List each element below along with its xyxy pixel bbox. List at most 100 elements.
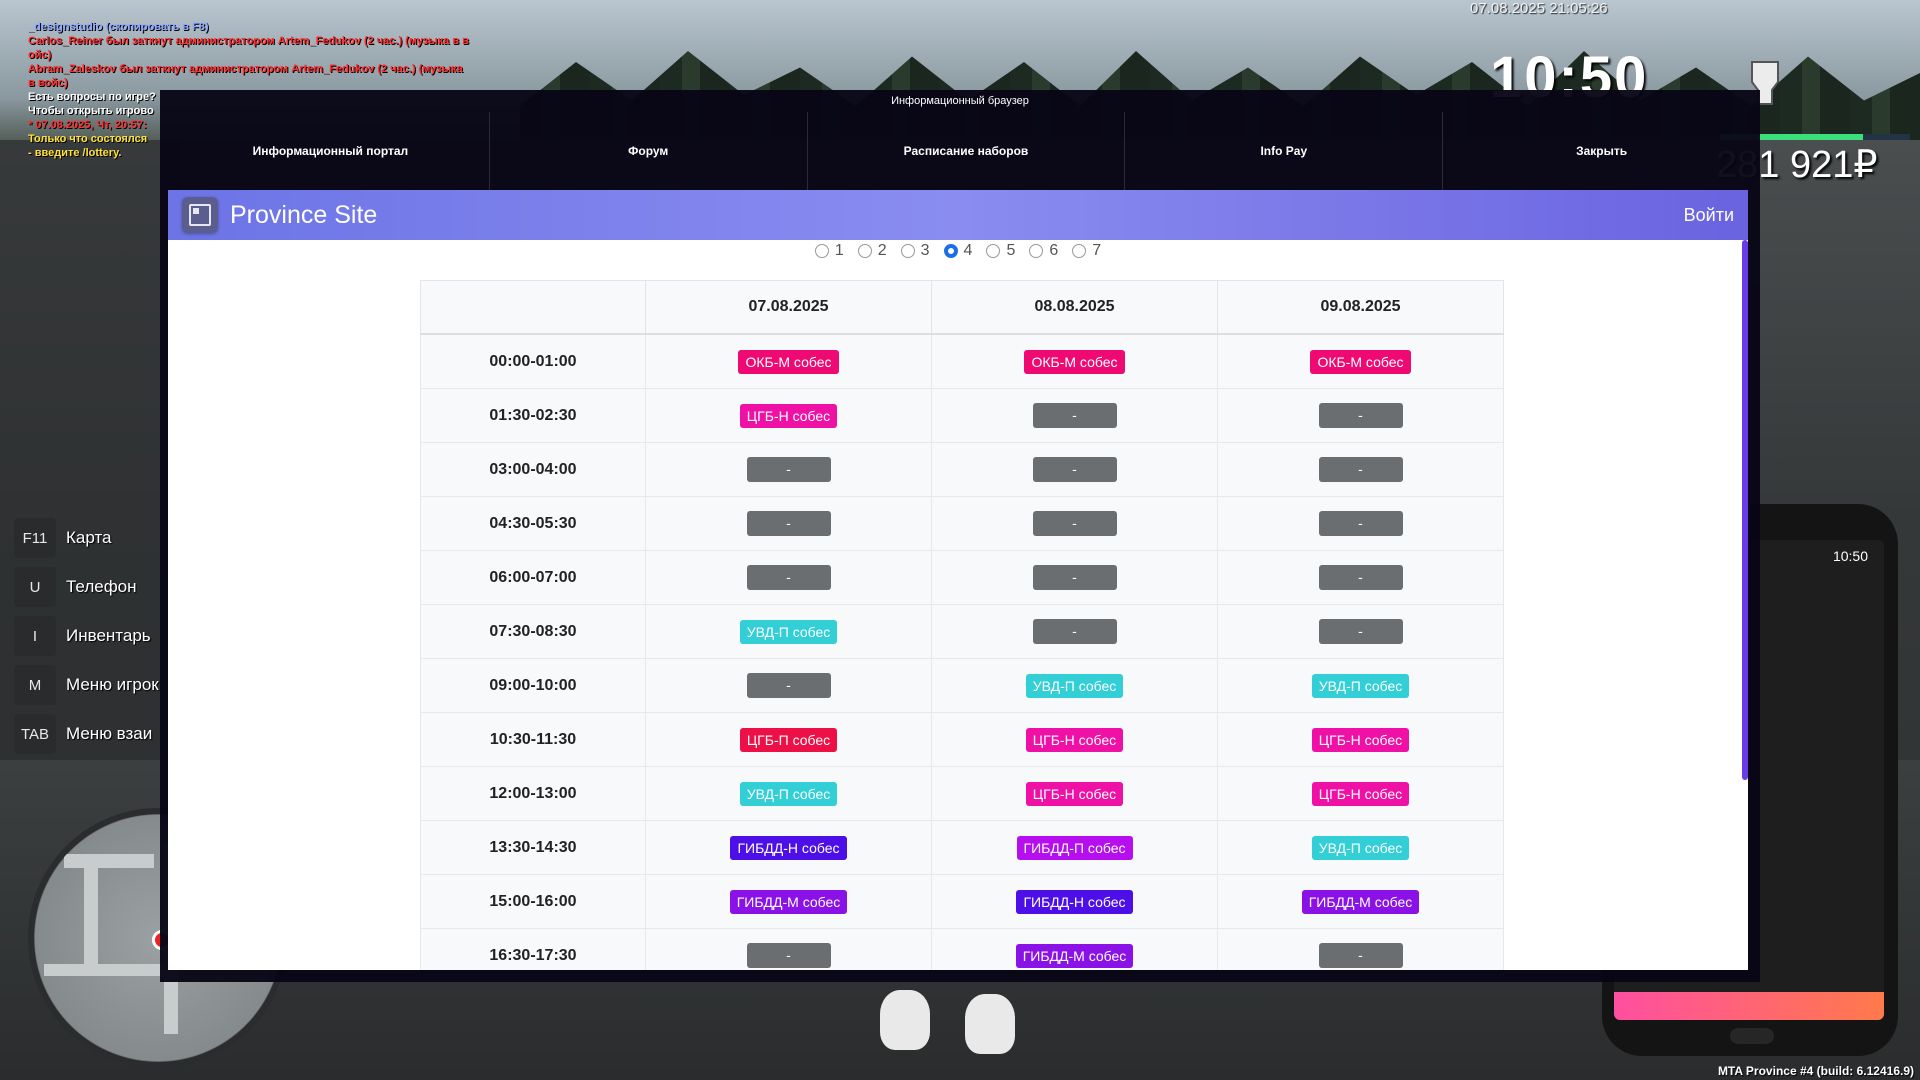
interview-badge[interactable]: ЦГБ-Н собес — [1311, 781, 1410, 806]
empty-slot-badge[interactable]: - — [746, 511, 831, 536]
page-radio-4[interactable]: 4 — [943, 242, 973, 260]
hotkey-label: Меню игрок — [66, 675, 159, 694]
empty-slot-badge[interactable]: - — [1032, 619, 1117, 644]
empty-slot-badge[interactable]: - — [1318, 511, 1403, 536]
interview-badge[interactable]: ЦГБ-П собес — [739, 727, 838, 752]
interview-badge[interactable]: ГИБДД-М собес — [1015, 943, 1134, 968]
chat-line: _designstudio (скопировать в F8) — [28, 21, 209, 33]
interview-badge[interactable]: ЦГБ-Н собес — [1025, 727, 1124, 752]
hotkey-hint: M Меню игрок — [14, 665, 159, 705]
page-radio-2[interactable]: 2 — [857, 242, 887, 260]
radio-button[interactable] — [986, 244, 1001, 258]
page-radio-7[interactable]: 7 — [1072, 242, 1101, 260]
interview-badge[interactable]: УВД-П собес — [739, 619, 838, 644]
interview-badge[interactable]: ГИБДД-М собес — [729, 889, 848, 914]
empty-slot-badge[interactable]: - — [746, 457, 831, 482]
radio-button[interactable] — [814, 244, 829, 258]
interview-badge[interactable]: УВД-П собес — [1025, 673, 1124, 698]
table-row: 00:00-01:00 ОКБ-М собес ОКБ-М собес ОКБ-М с… — [420, 333, 1504, 389]
site-logo-icon[interactable] — [182, 197, 218, 233]
table-row: 15:00-16:00 ГИБДД-М собес ГИБДД-Н собес ГИБ… — [420, 874, 1504, 929]
table-row: 04:30-05:30 - - - — [420, 496, 1504, 551]
time-slot: 07:30-08:30 — [420, 604, 646, 659]
schedule-cell: - — [1217, 550, 1504, 605]
empty-slot-badge[interactable]: - — [1318, 403, 1403, 428]
interview-badge[interactable]: ГИБДД-Н собес — [730, 835, 847, 860]
page-radio-5[interactable]: 5 — [986, 242, 1015, 260]
player-feet — [870, 990, 1030, 1070]
page-radio-1[interactable]: 1 — [814, 242, 844, 260]
scrollbar[interactable] — [1742, 240, 1748, 780]
schedule-cell: ЦГБ-П собес — [645, 712, 932, 767]
hotkey-hints: F11 Карта U Телефон I Инвентарь M Меню игрок TAB… — [14, 518, 159, 763]
schedule-cell: - — [1217, 604, 1504, 659]
chat-line: Carlos_Reiner был заткнут администраторо… — [28, 35, 469, 47]
schedule-cell: ГИБДД-М собес — [645, 874, 932, 929]
empty-slot-badge[interactable]: - — [1032, 457, 1117, 482]
minimap-road — [84, 854, 98, 964]
time-slot: 04:30-05:30 — [420, 496, 646, 551]
interview-badge[interactable]: ЦГБ-Н собес — [1311, 727, 1410, 752]
empty-slot-badge[interactable]: - — [1318, 565, 1403, 590]
phone-gradient — [1614, 992, 1884, 1020]
interview-badge[interactable]: ОКБ-М собес — [1024, 349, 1125, 374]
table-row: 07:30-08:30 УВД-П собес - - — [420, 604, 1504, 659]
time-slot: 15:00-16:00 — [420, 874, 646, 929]
radio-button[interactable] — [1072, 244, 1087, 258]
nav-info-portal[interactable]: Информационный портал — [252, 144, 409, 158]
empty-slot-badge[interactable]: - — [1318, 457, 1403, 482]
player-foot — [880, 990, 930, 1050]
empty-slot-badge[interactable]: - — [746, 673, 831, 698]
empty-slot-badge[interactable]: - — [746, 943, 831, 968]
interview-badge[interactable]: УВД-П собес — [1311, 835, 1410, 860]
schedule-cell: - — [931, 604, 1218, 659]
interview-badge[interactable]: ЦГБ-Н собес — [1025, 781, 1124, 806]
build-info: MTA Province #4 (build: 6.12416.9) — [1717, 1064, 1914, 1078]
interview-badge[interactable]: ГИБДД-Н собес — [1016, 889, 1133, 914]
schedule-cell: - — [931, 550, 1218, 605]
radio-button[interactable] — [900, 244, 915, 258]
empty-slot-badge[interactable]: - — [1318, 943, 1403, 968]
phone-clock: 10:50 — [1832, 548, 1868, 564]
nav-forum[interactable]: Форум — [488, 112, 807, 190]
nav-recruitment-schedule[interactable]: Расписание наборов — [806, 112, 1125, 190]
empty-slot-badge[interactable]: - — [1318, 619, 1403, 644]
empty-slot-badge[interactable]: - — [746, 565, 831, 590]
login-button[interactable]: Войти — [1683, 204, 1734, 225]
schedule-table-wrap: 07.08.2025 08.08.2025 09.08.2025 00:00-0… — [420, 280, 1504, 970]
schedule-cell: ЦГБ-Н собес — [931, 766, 1218, 821]
schedule-cell: ГИБДД-М собес — [1217, 874, 1504, 929]
minimap-road — [64, 854, 154, 868]
chat-line: - введите /lottery. — [28, 147, 122, 159]
empty-slot-badge[interactable]: - — [1032, 403, 1117, 428]
schedule-cell: ГИБДД-Н собес — [931, 874, 1218, 929]
chat-line: в войс) — [28, 77, 68, 89]
empty-slot-badge[interactable]: - — [1032, 565, 1117, 590]
hotkey-label: Телефон — [66, 577, 137, 596]
interview-badge[interactable]: ЦГБ-Н собес — [739, 403, 838, 428]
radio-button[interactable] — [943, 244, 958, 258]
site-header: Province Site Войти — [168, 190, 1748, 240]
page-number: 3 — [920, 242, 930, 259]
page-radio-3[interactable]: 3 — [900, 242, 930, 260]
page-number: 4 — [963, 242, 973, 259]
page-radio-6[interactable]: 6 — [1029, 242, 1058, 260]
interview-badge[interactable]: ОКБ-М собес — [1310, 349, 1411, 374]
phone-home-button[interactable] — [1730, 1028, 1774, 1044]
nav-info-pay[interactable]: Info Pay — [1124, 112, 1442, 190]
schedule-cell: ЦГБ-Н собес — [1217, 712, 1504, 767]
schedule-cell: - — [645, 658, 932, 713]
radio-button[interactable] — [857, 244, 872, 258]
header-time-col — [420, 280, 646, 335]
interview-badge[interactable]: ГИБДД-М собес — [1301, 889, 1420, 914]
site-logo-glyph — [189, 204, 211, 226]
interview-badge[interactable]: УВД-П собес — [739, 781, 838, 806]
radio-button[interactable] — [1029, 244, 1044, 258]
page-number: 5 — [1006, 242, 1016, 259]
empty-slot-badge[interactable]: - — [1032, 511, 1117, 536]
interview-badge[interactable]: ОКБ-М собес — [738, 349, 839, 374]
interview-badge[interactable]: УВД-П собес — [1311, 673, 1410, 698]
chat-line: Есть вопросы по игре? — [28, 91, 156, 103]
interview-badge[interactable]: ГИБДД-П собес — [1016, 835, 1133, 860]
nav-close[interactable]: Закрыть — [1442, 112, 1760, 190]
